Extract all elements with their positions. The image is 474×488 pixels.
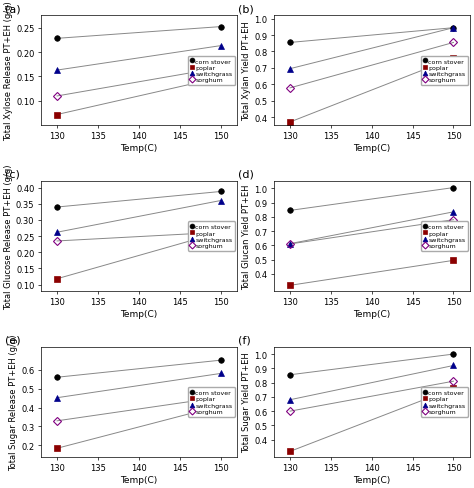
X-axis label: Temp(C): Temp(C): [120, 309, 157, 318]
X-axis label: Temp(C): Temp(C): [120, 144, 157, 153]
Y-axis label: Total Sugar Release PT+EH (g/g): Total Sugar Release PT+EH (g/g): [9, 334, 18, 470]
Legend: corn stover, poplar, switchgrass, sorghum: corn stover, poplar, switchgrass, sorghu…: [188, 57, 235, 86]
Text: (a): (a): [5, 4, 21, 14]
Legend: corn stover, poplar, switchgrass, sorghum: corn stover, poplar, switchgrass, sorghu…: [188, 387, 235, 417]
Legend: corn stover, poplar, switchgrass, sorghum: corn stover, poplar, switchgrass, sorghu…: [421, 222, 468, 251]
Y-axis label: Total Xylan Yield PT+EH: Total Xylan Yield PT+EH: [242, 21, 251, 121]
Y-axis label: Total Glucose Release PT+EH (g/g): Total Glucose Release PT+EH (g/g): [4, 164, 13, 309]
X-axis label: Temp(C): Temp(C): [353, 144, 391, 153]
X-axis label: Temp(C): Temp(C): [353, 475, 391, 484]
Y-axis label: Total Glucan Yield PT+EH: Total Glucan Yield PT+EH: [242, 184, 251, 289]
Y-axis label: Total Sugar Yield PT+EH: Total Sugar Yield PT+EH: [242, 352, 251, 452]
Text: (b): (b): [238, 4, 254, 14]
Text: (c): (c): [5, 170, 20, 180]
Text: (f): (f): [238, 335, 251, 345]
Legend: corn stover, poplar, switchgrass, sorghum: corn stover, poplar, switchgrass, sorghu…: [188, 222, 235, 251]
Y-axis label: Total Xylose Release PT+EH (g/g): Total Xylose Release PT+EH (g/g): [4, 1, 13, 141]
Legend: corn stover, poplar, switchgrass, sorghum: corn stover, poplar, switchgrass, sorghu…: [421, 387, 468, 417]
X-axis label: Temp(C): Temp(C): [353, 309, 391, 318]
Legend: corn stover, poplar, switchgrass, sorghum: corn stover, poplar, switchgrass, sorghu…: [421, 57, 468, 86]
X-axis label: Temp(C): Temp(C): [120, 475, 157, 484]
Text: (e): (e): [5, 335, 21, 345]
Text: (d): (d): [238, 170, 254, 180]
